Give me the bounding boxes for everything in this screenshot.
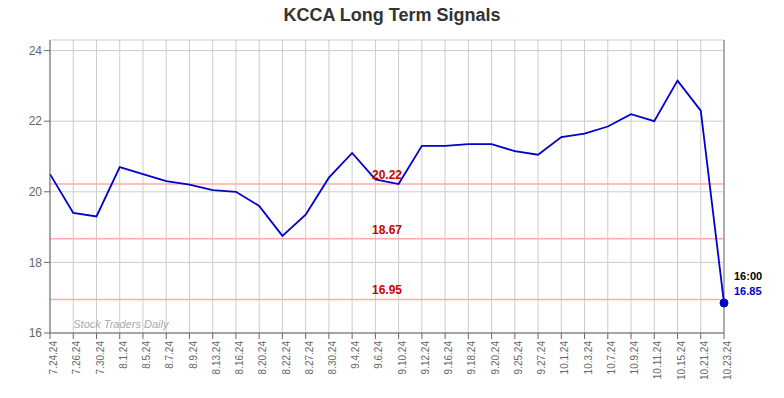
svg-text:9.10.24: 9.10.24 <box>397 341 408 375</box>
svg-text:18.67: 18.67 <box>372 223 402 237</box>
svg-text:9.27.24: 9.27.24 <box>536 341 547 375</box>
svg-text:8.27.24: 8.27.24 <box>304 341 315 375</box>
svg-text:10.23.24: 10.23.24 <box>722 341 733 380</box>
svg-text:8.30.24: 8.30.24 <box>327 341 338 375</box>
svg-text:8.13.24: 8.13.24 <box>211 341 222 375</box>
svg-text:16: 16 <box>29 326 43 340</box>
svg-text:9.16.24: 9.16.24 <box>443 341 454 375</box>
svg-text:9.12.24: 9.12.24 <box>420 341 431 375</box>
svg-text:16:00: 16:00 <box>734 270 762 282</box>
svg-text:9.18.24: 9.18.24 <box>466 341 477 375</box>
svg-text:22: 22 <box>29 114 43 128</box>
svg-text:7.24.24: 7.24.24 <box>48 341 59 375</box>
svg-text:7.26.24: 7.26.24 <box>71 341 82 375</box>
svg-text:Stock Traders Daily: Stock Traders Daily <box>73 318 170 330</box>
svg-text:24: 24 <box>29 44 43 58</box>
svg-text:8.20.24: 8.20.24 <box>257 341 268 375</box>
svg-text:10.7.24: 10.7.24 <box>606 341 617 375</box>
svg-text:10.3.24: 10.3.24 <box>583 341 594 375</box>
svg-text:16.95: 16.95 <box>372 283 402 297</box>
svg-text:9.20.24: 9.20.24 <box>490 341 501 375</box>
svg-text:10.21.24: 10.21.24 <box>699 341 710 380</box>
svg-text:7.30.24: 7.30.24 <box>95 341 106 375</box>
svg-text:8.5.24: 8.5.24 <box>141 341 152 369</box>
svg-text:10.1.24: 10.1.24 <box>559 341 570 375</box>
svg-text:18: 18 <box>29 256 43 270</box>
svg-text:8.9.24: 8.9.24 <box>188 341 199 369</box>
svg-text:9.25.24: 9.25.24 <box>513 341 524 375</box>
svg-text:16.85: 16.85 <box>734 285 762 297</box>
svg-text:8.22.24: 8.22.24 <box>281 341 292 375</box>
svg-text:10.11.24: 10.11.24 <box>652 341 663 380</box>
svg-text:9.6.24: 9.6.24 <box>373 341 384 369</box>
svg-text:8.7.24: 8.7.24 <box>164 341 175 369</box>
svg-text:10.9.24: 10.9.24 <box>629 341 640 375</box>
html-text:KCCA Long Term Signals: KCCA Long Term Signals <box>283 5 501 25</box>
svg-text:9.4.24: 9.4.24 <box>350 341 361 369</box>
svg-text:8.1.24: 8.1.24 <box>118 341 129 369</box>
svg-text:20: 20 <box>29 185 43 199</box>
svg-text:20.22: 20.22 <box>372 168 402 182</box>
svg-text:8.16.24: 8.16.24 <box>234 341 245 375</box>
svg-text:10.15.24: 10.15.24 <box>676 341 687 380</box>
